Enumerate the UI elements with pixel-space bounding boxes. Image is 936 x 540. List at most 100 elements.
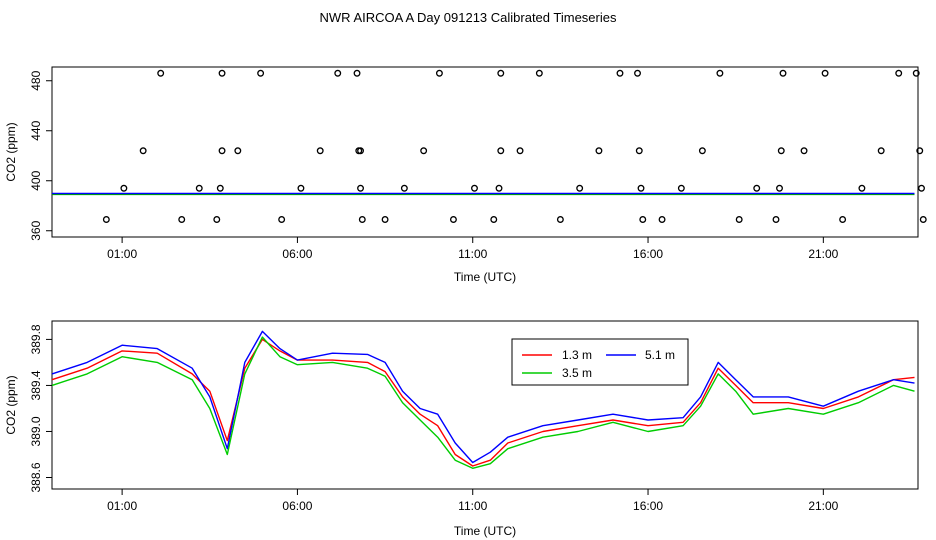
data-point [698, 147, 706, 155]
data-point [916, 147, 924, 155]
y-axis-top: 360 400 440 480 [29, 70, 52, 241]
y-axis-bottom: 388.6 389.0 389.4 389.8 [29, 324, 52, 493]
y-tick-label-bottom: 389.0 [29, 416, 43, 446]
data-point [435, 69, 443, 77]
x-tick-label-top: 11:00 [458, 247, 487, 261]
x-tick-label-top: 01:00 [107, 247, 137, 261]
data-point [495, 184, 503, 192]
y-tick-label-top: 360 [29, 220, 43, 240]
x-tick-label-bottom: 21:00 [808, 499, 838, 513]
data-point [216, 184, 224, 192]
data-point [895, 69, 903, 77]
data-point [471, 184, 478, 192]
data-point [556, 216, 564, 223]
data-point [839, 216, 847, 223]
data-point [735, 216, 743, 223]
data-point [800, 147, 808, 155]
data-point [316, 147, 324, 155]
data-point [400, 184, 408, 192]
data-point [497, 147, 505, 155]
x-axis-bottom: 01:00 06:00 11:00 16:00 21:00 [107, 489, 839, 513]
data-point [278, 216, 286, 223]
x-axis-label-top: Time (UTC) [454, 270, 516, 284]
plot-frame-bottom [51, 320, 919, 490]
x-axis-top: 01:00 06:00 11:00 16:00 21:00 [107, 237, 839, 261]
x-tick-label-top: 06:00 [282, 247, 312, 261]
x-tick-label-bottom: 11:00 [458, 499, 487, 513]
legend-label-5-1m: 5.1 m [645, 348, 675, 362]
data-point [639, 216, 647, 223]
series-line-1-3-m [51, 338, 915, 467]
data-point [535, 69, 543, 77]
data-point [776, 184, 783, 192]
data-point [497, 69, 505, 77]
data-point [139, 147, 147, 155]
data-point [772, 216, 780, 223]
data-point [420, 147, 428, 155]
data-point [877, 147, 885, 155]
data-point [753, 184, 761, 192]
data-point [102, 216, 110, 223]
series-line-5-1-m [51, 330, 915, 464]
data-point [912, 69, 920, 77]
line-panel: 01:00 06:00 11:00 16:00 21:00 388.6 389.0 389.… [4, 320, 919, 538]
y-axis-label-top: CO2 (ppm) [4, 122, 18, 181]
data-point [120, 184, 128, 192]
data-point [178, 216, 186, 223]
data-point [218, 147, 226, 155]
data-point [858, 184, 866, 192]
data-point [637, 184, 645, 192]
legend-label-1-3m: 1.3 m [562, 348, 592, 362]
data-point [357, 147, 364, 155]
data-point [918, 184, 925, 192]
x-tick-label-bottom: 01:00 [107, 499, 137, 513]
data-point [821, 69, 829, 77]
data-point [297, 184, 305, 192]
y-tick-label-top: 400 [29, 170, 43, 190]
data-point [381, 216, 389, 223]
legend-label-3-5m: 3.5 m [562, 366, 592, 380]
legend-box [511, 338, 689, 386]
data-point [334, 69, 342, 77]
y-axis-label-bottom: CO2 (ppm) [4, 375, 18, 434]
data-point [353, 69, 361, 77]
data-point [213, 216, 221, 223]
data-point [919, 216, 927, 223]
data-point [157, 69, 165, 77]
chart-title: NWR AIRCOA A Day 091213 Calibrated Times… [319, 10, 617, 25]
x-tick-label-bottom: 06:00 [282, 499, 312, 513]
y-tick-label-bottom: 389.8 [29, 324, 43, 354]
data-point [516, 147, 524, 155]
y-tick-label-bottom: 388.6 [29, 462, 43, 492]
data-point [195, 184, 203, 192]
data-point [234, 147, 242, 155]
x-axis-label-bottom: Time (UTC) [454, 524, 516, 538]
y-tick-label-top: 440 [29, 120, 43, 140]
data-point [358, 216, 366, 223]
data-point [779, 69, 787, 77]
data-point [576, 184, 584, 192]
legend: 1.3 m 5.1 m 3.5 m [511, 338, 689, 386]
data-point [658, 216, 666, 223]
data-point [449, 216, 457, 223]
scatter-points [102, 69, 927, 223]
y-tick-label-bottom: 389.4 [29, 370, 43, 400]
data-point [257, 69, 265, 77]
plot-frame-top [51, 66, 919, 238]
data-point [716, 69, 724, 77]
baseline-lines [52, 192, 915, 196]
data-point [635, 147, 643, 155]
series-lines [51, 330, 915, 469]
y-tick-label-top: 480 [29, 70, 43, 90]
series-line-3-5-m [51, 336, 915, 469]
data-point [677, 184, 685, 192]
x-tick-label-top: 16:00 [633, 247, 663, 261]
data-point [616, 69, 624, 77]
x-tick-label-top: 21:00 [808, 247, 838, 261]
x-tick-label-bottom: 16:00 [633, 499, 663, 513]
data-point [490, 216, 498, 223]
data-point [357, 184, 364, 192]
scatter-panel: 01:00 06:00 11:00 16:00 21:00 360 400 440 480 T… [4, 66, 927, 284]
data-point [218, 69, 226, 77]
